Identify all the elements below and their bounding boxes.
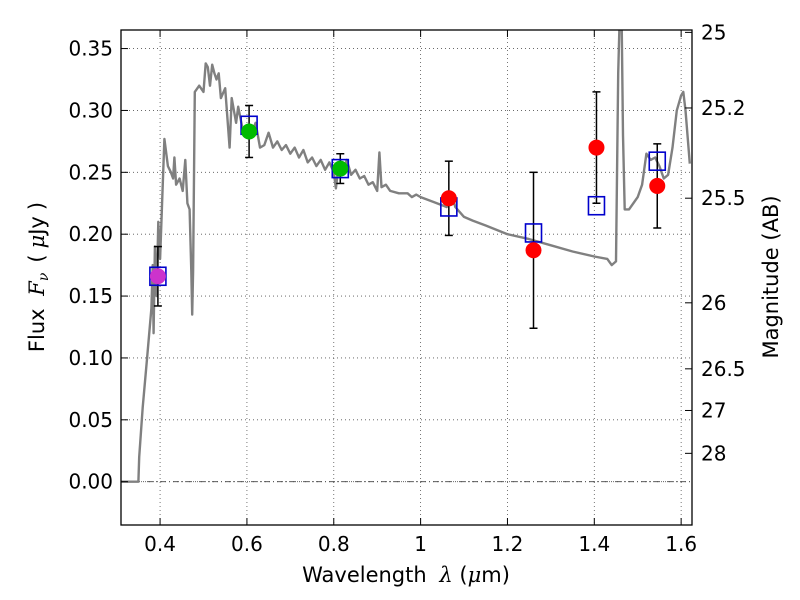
measured-flux-point — [525, 242, 542, 259]
x-axis-label: Wavelength λ (μm) — [302, 563, 510, 587]
measured-flux-point — [149, 268, 166, 285]
y2-tick-label: 28 — [701, 441, 726, 465]
measured-flux-point — [649, 177, 666, 194]
model-flux-square — [587, 195, 606, 216]
y-tick-label: 0.10 — [68, 346, 113, 370]
y2-tick-label: 25 — [701, 20, 726, 44]
y-axis-label: Flux Fν(μJy) — [25, 202, 52, 352]
measured-flux-point — [440, 190, 457, 207]
x-tick-label: 1 — [414, 532, 427, 556]
x-tick-label: 1.6 — [665, 532, 697, 556]
measured-flux-point — [588, 139, 605, 156]
x-tick-label: 1.2 — [492, 532, 524, 556]
y2-tick-label: 25.2 — [701, 96, 746, 120]
x-tick-label: 0.4 — [144, 532, 176, 556]
y-tick-label: 0.20 — [68, 222, 113, 246]
grid — [121, 30, 692, 525]
plot-frame — [120, 29, 693, 526]
x-tick-label: 0.6 — [231, 532, 263, 556]
y-tick-label: 0.25 — [68, 160, 113, 184]
y2-axis-label: Magnitude (AB) — [759, 195, 783, 358]
x-tick-label: 1.4 — [578, 532, 610, 556]
model-flux-square — [648, 151, 667, 171]
y-tick-label: 0.30 — [68, 98, 113, 122]
measured-flux-point — [332, 160, 349, 177]
y-axis-left: 0.00 0.05 0.10 0.15 0.20 0.25 0.30 0.35 — [68, 37, 128, 494]
model-photometry — [149, 115, 667, 287]
y-tick-label: 0.00 — [68, 470, 113, 494]
y2-tick-label: 25.5 — [701, 186, 746, 210]
y-axis-right: 25 25.2 25.5 26 26.5 27 28 — [685, 20, 746, 465]
y-tick-label: 0.35 — [68, 37, 113, 61]
y2-tick-label: 27 — [701, 398, 726, 422]
sed-model-spectrum — [121, 30, 691, 483]
measured-flux-point — [241, 123, 258, 140]
y-tick-label: 0.05 — [68, 408, 113, 432]
y2-tick-label: 26 — [701, 291, 726, 315]
measured-photometry — [149, 123, 666, 285]
x-tick-label: 0.8 — [318, 532, 350, 556]
model-flux-square — [524, 223, 543, 243]
y2-tick-label: 26.5 — [701, 357, 746, 381]
x-axis: 0.4 0.6 0.8 1 1.2 1.4 1.6 — [144, 30, 697, 556]
y-tick-label: 0.15 — [68, 284, 113, 308]
